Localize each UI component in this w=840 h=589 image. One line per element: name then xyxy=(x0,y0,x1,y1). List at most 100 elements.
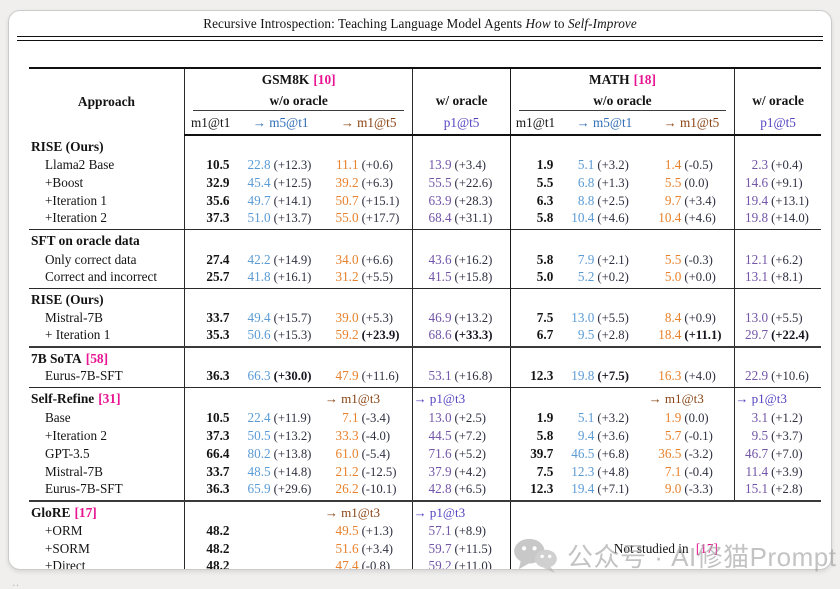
metric-cell: 5.5 (-0.3) xyxy=(648,251,734,269)
metric-delta: (+11.9) xyxy=(273,410,311,425)
metric-cell: 46.7 (+7.0) xyxy=(734,444,821,463)
metric-cell: 57.1 (+8.9) xyxy=(412,521,511,540)
header-row-benchmarks: Approach GSM8K [10] MATH [18] xyxy=(29,67,821,135)
metric-cell: 36.3 xyxy=(183,480,237,501)
empty-cell xyxy=(648,287,735,309)
paper-page: Recursive Introspection: Teaching Langua… xyxy=(8,10,832,570)
metric-header: → m1@t5 xyxy=(324,112,413,136)
metric-delta: (+5.5) xyxy=(771,311,803,325)
metric-delta: (+2.5) xyxy=(454,410,487,425)
empty-cell xyxy=(734,135,821,156)
metric-delta: (+11.1) xyxy=(684,328,722,342)
metric-value: 5.5 xyxy=(664,251,682,267)
metric-cell: 18.4 (+11.1) xyxy=(648,327,734,347)
metric-cell: 5.8 xyxy=(509,210,561,230)
metric-delta: (+4.2) xyxy=(454,464,487,479)
metric-delta: (+5.2) xyxy=(454,446,487,461)
table-row: +SORM 48.2 51.6 (+3.4) 59.7 (+11.5) xyxy=(29,539,821,558)
metric-delta: (+8.1) xyxy=(771,269,803,284)
metric-value: 80.2 xyxy=(247,445,271,461)
metric-value: 5.5 xyxy=(664,175,682,190)
empty-cell xyxy=(324,287,413,309)
metric-value: 11.4 xyxy=(745,463,769,479)
table-row: +Direct 48.2 47.4 (-0.8) 59.2 (+11.0) xyxy=(29,557,821,569)
group-label: SFT on oracle data xyxy=(31,233,140,249)
metric-cell: 48.2 xyxy=(183,521,237,540)
metric-value: 33.3 xyxy=(335,427,359,443)
metric-delta: (+3.6) xyxy=(597,428,629,443)
metric-delta: (+0.6) xyxy=(361,158,394,172)
metric-cell: 21.2 (-12.5) xyxy=(325,463,413,481)
metric-value: 68.4 xyxy=(428,210,452,225)
metric-cell: 8.8 (+2.5) xyxy=(560,192,648,210)
metric-cell: 50.5 (+13.2) xyxy=(237,427,325,445)
metric-value: 55.5 xyxy=(428,175,452,190)
metric-cell: 10.4 (+4.6) xyxy=(648,210,734,230)
citation[interactable]: [17] xyxy=(695,541,718,556)
metric-cell: 59.2 (+23.9) xyxy=(325,327,413,347)
table-row: Llama2 Base 10.5 22.8 (+12.3) 11.1 (+0.6) 13.9… xyxy=(29,156,821,174)
metric-delta: (+12.3) xyxy=(273,158,312,172)
empty-cell xyxy=(509,135,561,156)
empty-cell xyxy=(509,387,561,409)
metric-value: 50.5 xyxy=(247,427,271,443)
metric-delta: (+6.3) xyxy=(361,176,394,190)
metric-value: 5.7 xyxy=(664,427,682,443)
metric-header: → m5@t1 xyxy=(236,112,325,136)
metric-delta: (-0.1) xyxy=(684,428,713,443)
metric-cell: 53.1 (+16.8) xyxy=(412,368,511,388)
title-text: Recursive Introspection: Teaching Langua… xyxy=(203,16,526,31)
metric-delta: (+8.9) xyxy=(454,523,487,538)
metric-cell: 11.4 (+3.9) xyxy=(734,462,821,481)
metric-cell: 1.9 xyxy=(509,156,561,174)
metric-value: 5.1 xyxy=(577,409,595,425)
citation[interactable]: [31] xyxy=(98,391,121,407)
metric-cell: 9.0 (-3.3) xyxy=(648,481,734,501)
metric-value: 37.9 xyxy=(428,463,452,479)
metric-delta: (+16.1) xyxy=(273,269,312,284)
metric-cell: 13.9 (+3.4) xyxy=(412,156,511,174)
metric-delta: (+15.1) xyxy=(361,194,400,208)
metric-value: 12.1 xyxy=(745,251,769,267)
metric-delta: (-3.3) xyxy=(684,481,713,496)
math-w-oracle-header: w/ oracle xyxy=(734,90,821,112)
citation[interactable]: [18] xyxy=(633,71,656,87)
metric-value: 10.4 xyxy=(658,210,682,225)
metric-header: m1@t1 xyxy=(183,112,237,136)
row-label-cell: +Iteration 1 xyxy=(45,193,107,208)
metric-cell: 48.2 xyxy=(183,539,237,558)
header-row-metrics: m1@t1 → m5@t1 → m1@t5 p1@t5 m1@t1 → m5@t1 → m1… xyxy=(29,112,821,136)
metric-cell: 39.2 (+6.3) xyxy=(325,174,413,192)
metric-value: 19.4 xyxy=(745,193,769,208)
metric-cell: 33.7 xyxy=(183,309,237,327)
metric-delta: (+22.4) xyxy=(771,328,809,342)
empty-cell xyxy=(183,387,237,409)
alt-metric-header: → p1@t3 xyxy=(412,387,511,409)
group-header-row: Self-Refine [31] → m1@t3 → p1@t3 → m1@t3 → p1… xyxy=(29,387,821,409)
row-label-cell: Base xyxy=(45,409,71,425)
empty-cell xyxy=(509,287,561,309)
table-row: GPT-3.5 66.4 80.2 (+13.8) 61.0 (-5.4) 71.6 (+5.… xyxy=(29,444,821,463)
row-label-cell: Eurus-7B-SFT xyxy=(45,368,123,383)
row-label-cell: +SORM xyxy=(45,540,90,556)
table-row: +Iteration 2 37.3 50.5 (+13.2) 33.3 (-4.0) 44.… xyxy=(29,426,821,445)
empty-cell xyxy=(412,287,511,309)
metric-value: 49.5 xyxy=(335,522,359,538)
group-label: GloRE xyxy=(31,504,71,520)
metric-cell: 1.4 (-0.5) xyxy=(648,156,734,174)
metric-cell: 11.1 (+0.6) xyxy=(325,156,413,174)
citation[interactable]: [58] xyxy=(85,351,109,366)
metric-delta: (+7.5) xyxy=(597,369,629,383)
metric-delta: (+13.2) xyxy=(454,311,493,325)
metric-value: 45.4 xyxy=(247,175,271,190)
gsm8k-w-oracle-header: w/ oracle xyxy=(412,90,511,112)
metric-value: 1.4 xyxy=(664,157,682,172)
metric-cell: 37.9 (+4.2) xyxy=(412,462,511,481)
metric-delta: (+15.8) xyxy=(454,269,493,284)
metric-delta: (+7.0) xyxy=(771,446,803,461)
metric-value: 41.5 xyxy=(428,268,452,284)
empty-cell xyxy=(560,387,649,409)
citation[interactable]: [10] xyxy=(313,71,336,87)
citation[interactable]: [17] xyxy=(74,504,97,520)
metric-delta: (+6.2) xyxy=(771,252,803,267)
